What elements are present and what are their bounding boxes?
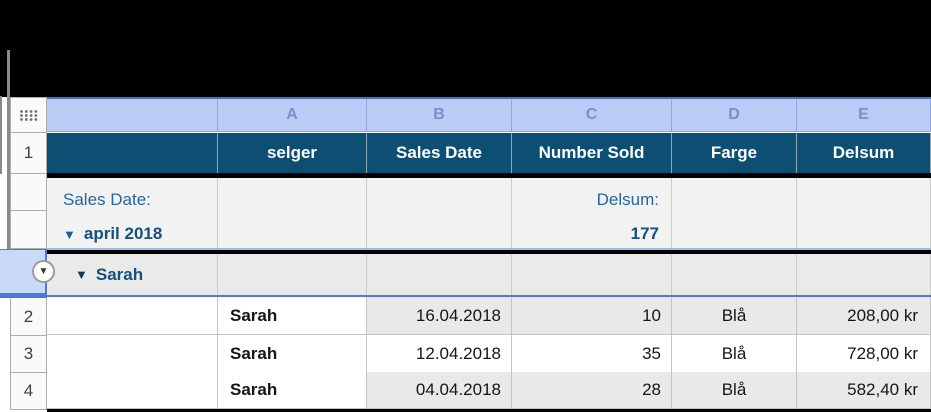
row-header-3[interactable]: 3 <box>10 335 47 373</box>
left-edge-line <box>0 96 2 174</box>
cell-sales-date[interactable]: 04.04.2018 <box>367 372 512 409</box>
collapse-subgroup-button[interactable]: ▼ <box>32 260 55 283</box>
subgroup-name: Sarah <box>95 264 144 284</box>
header-cell-farge[interactable]: Farge <box>672 133 797 173</box>
cell-number-sold[interactable]: 28 <box>512 372 672 409</box>
group-separator-bar <box>47 250 931 254</box>
column-header-E[interactable]: E <box>797 99 931 131</box>
subgroup-cell-A[interactable] <box>218 254 367 295</box>
row-header-summary-label[interactable] <box>10 173 47 211</box>
category-summary-row: Sales Date: ▼ april 2018 Delsum: 177 <box>47 178 931 248</box>
header-cell-delsum[interactable]: Delsum <box>797 133 931 173</box>
summary-function-label: Delsum: <box>596 190 659 209</box>
category-group-value[interactable]: ▼ april 2018 <box>63 224 163 243</box>
disclosure-triangle-icon[interactable]: ▼ <box>63 227 76 242</box>
cell-number-sold[interactable]: 35 <box>512 335 672 373</box>
row-header-4[interactable]: 4 <box>10 372 47 410</box>
column-header-B[interactable]: B <box>367 99 512 131</box>
cell-delsum[interactable]: 582,40 kr <box>797 372 931 409</box>
column-header-A[interactable]: A <box>218 99 367 131</box>
summary-cell-A[interactable] <box>218 178 367 248</box>
row-header-1[interactable]: 1 <box>10 132 47 174</box>
cell-seller[interactable]: Sarah <box>218 372 367 409</box>
cell-delsum[interactable]: 728,00 kr <box>797 335 931 373</box>
disclosure-triangle-icon: ▼ <box>38 266 49 277</box>
cell-farge[interactable]: Blå <box>672 335 797 373</box>
cell-category-empty[interactable] <box>47 372 218 409</box>
cell-seller[interactable]: Sarah <box>218 335 367 373</box>
column-header-D[interactable]: D <box>672 99 797 131</box>
category-cell[interactable]: Sales Date: ▼ april 2018 <box>47 178 218 248</box>
cell-farge[interactable]: Blå <box>672 297 797 335</box>
group-divider-blue-line <box>47 248 931 250</box>
column-header-C[interactable]: C <box>512 99 672 131</box>
table-header-row: selger Sales Date Number Sold Farge Dels… <box>47 133 931 173</box>
subgroup-label-cell[interactable]: ▼ Sarah <box>47 254 218 295</box>
cell-number-sold[interactable]: 10 <box>512 297 672 335</box>
table-row: Sarah 12.04.2018 35 Blå 728,00 kr <box>47 335 931 373</box>
summary-value: 177 <box>630 224 659 243</box>
subgroup-cell-E[interactable] <box>797 254 931 295</box>
cell-category-empty[interactable] <box>47 297 218 335</box>
subgroup-cell-D[interactable] <box>672 254 797 295</box>
table-row: Sarah 04.04.2018 28 Blå 582,40 kr <box>47 372 931 409</box>
grid-dots-icon <box>20 109 38 121</box>
summary-cell-B[interactable] <box>367 178 512 248</box>
row-header-summary-value[interactable] <box>10 210 47 249</box>
cell-category-empty[interactable] <box>47 335 218 373</box>
table-bottom-border <box>47 409 931 412</box>
category-field-label: Sales Date: <box>63 190 151 209</box>
row-header-2[interactable]: 2 <box>10 297 47 336</box>
cell-seller[interactable]: Sarah <box>218 297 367 335</box>
header-cell-sales-date[interactable]: Sales Date <box>367 133 512 173</box>
summary-cell-D[interactable] <box>672 178 797 248</box>
summary-cell-C[interactable]: Delsum: 177 <box>512 178 672 248</box>
table-row: Sarah 16.04.2018 10 Blå 208,00 kr <box>47 297 931 335</box>
category-connector-line-vertical <box>7 50 10 269</box>
cell-delsum[interactable]: 208,00 kr <box>797 297 931 335</box>
header-cell-category[interactable] <box>47 133 218 173</box>
table-handle[interactable] <box>10 97 47 133</box>
top-backdrop <box>0 0 931 97</box>
summary-cell-E[interactable] <box>797 178 931 248</box>
cell-farge[interactable]: Blå <box>672 372 797 409</box>
disclosure-triangle-icon[interactable]: ▼ <box>75 267 88 282</box>
subgroup-cell-B[interactable] <box>367 254 512 295</box>
column-letter-bar: A B C D E <box>47 97 931 132</box>
header-cell-selger[interactable]: selger <box>218 133 367 173</box>
subgroup-cell-C[interactable] <box>512 254 672 295</box>
selection-bottom-border <box>0 295 931 298</box>
column-header-category[interactable] <box>47 99 218 131</box>
cell-sales-date[interactable]: 16.04.2018 <box>367 297 512 335</box>
header-separator-bar <box>47 173 931 178</box>
header-cell-number-sold[interactable]: Number Sold <box>512 133 672 173</box>
cell-sales-date[interactable]: 12.04.2018 <box>367 335 512 373</box>
subgroup-row: ▼ Sarah <box>47 254 931 295</box>
